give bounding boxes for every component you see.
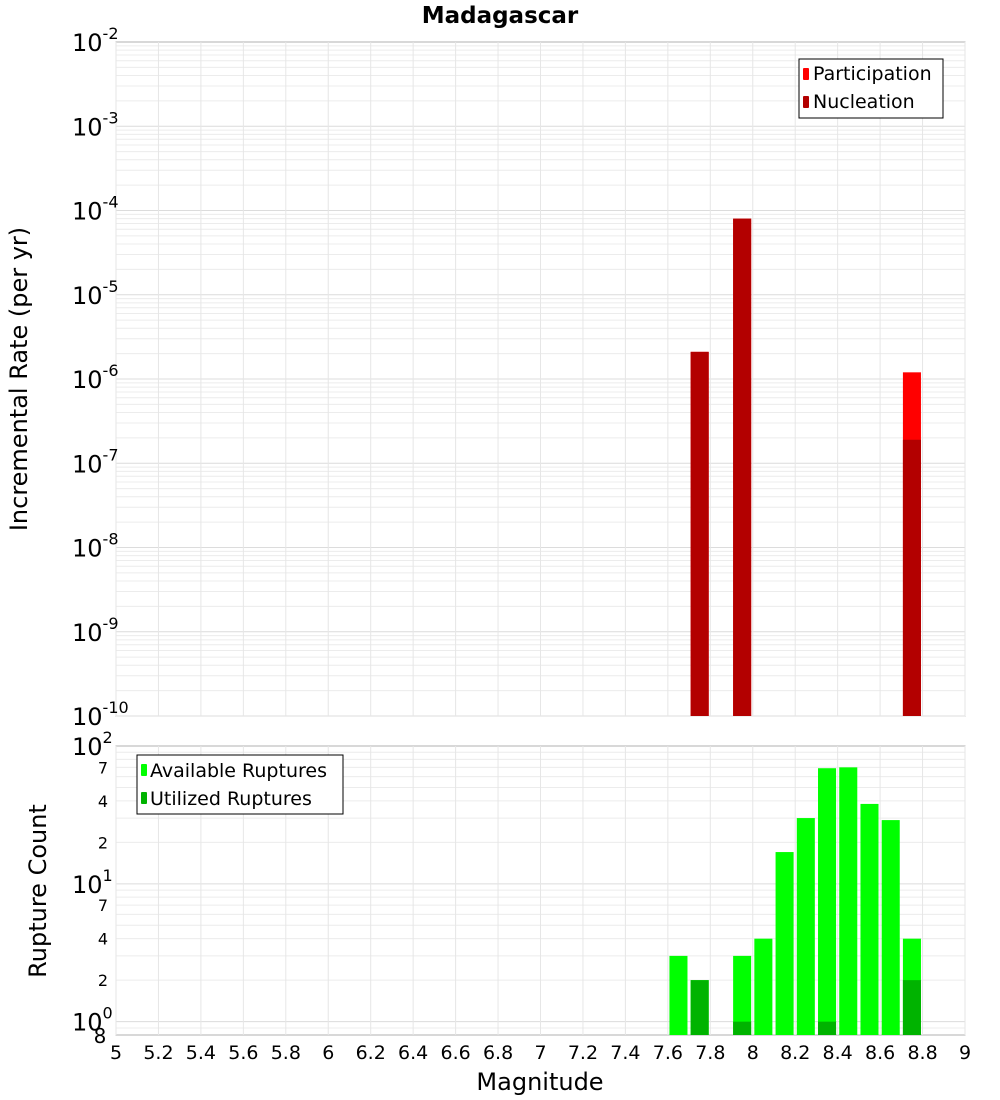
legend-label-participation: Participation (813, 63, 932, 85)
bottom-legend-box (136, 754, 344, 815)
x-tick-label: 7 (534, 1042, 546, 1064)
x-tick-label: 6 (322, 1042, 334, 1064)
bottom-y-minor-label: 7 (98, 758, 108, 777)
available-ruptures-bar (733, 955, 752, 1035)
legend-label-utilized: Utilized Ruptures (150, 788, 312, 810)
bottom-y-major-label: 101 (72, 866, 113, 899)
available-ruptures-bar (796, 818, 815, 1035)
top-y-tick-label: 10-2 (72, 24, 119, 57)
rupture-count-plot: 100 101 102 8 2 4 7 2 4 7 5 5.2 5.4 5.6 5.8 6 6.2 6.4 6.6… (24, 728, 971, 1096)
top-y-tick-label: 10-9 (72, 614, 119, 647)
bottom-y-minor-label: 8 (94, 1024, 107, 1048)
x-tick-label: 6.2 (356, 1042, 386, 1064)
x-tick-label: 7.8 (695, 1042, 725, 1064)
legend-label-nucleation: Nucleation (813, 91, 915, 113)
available-ruptures-bar (860, 803, 879, 1035)
bottom-y-minor-label: 2 (98, 971, 108, 990)
x-tick-label: 5.8 (271, 1042, 301, 1064)
available-ruptures-bar (839, 767, 858, 1035)
top-legend: Participation Nucleation (798, 58, 944, 119)
utilized-ruptures-bar (902, 980, 921, 1035)
bottom-y-minor-label: 7 (98, 896, 108, 915)
top-y-tick-label: 10-6 (72, 361, 119, 394)
top-y-axis-label: Incremental Rate (per yr) (5, 227, 33, 531)
x-tick-label: 7.2 (568, 1042, 598, 1064)
legend-swatch-nucleation (803, 96, 809, 108)
bottom-y-tick-labels: 100 101 102 8 2 4 7 2 4 7 (72, 728, 113, 1048)
bottom-legend: Available Ruptures Utilized Ruptures (136, 754, 344, 815)
utilized-ruptures-bar (818, 1021, 837, 1035)
top-bars (690, 218, 921, 716)
available-ruptures-bar (775, 852, 794, 1035)
x-tick-label: 5.2 (143, 1042, 173, 1064)
x-tick-labels: 5 5.2 5.4 5.6 5.8 6 6.2 6.4 6.6 6.8 7 7.2 7.4 7.6 7.8 8… (110, 1042, 971, 1064)
x-tick-label: 6.4 (398, 1042, 428, 1064)
x-tick-label: 8.4 (823, 1042, 853, 1064)
x-tick-label: 5.4 (186, 1042, 216, 1064)
nucleation-bar (902, 439, 921, 716)
x-tick-label: 6.6 (440, 1042, 470, 1064)
x-tick-label: 7.4 (610, 1042, 640, 1064)
x-tick-label: 5 (110, 1042, 122, 1064)
utilized-ruptures-bar (690, 980, 709, 1035)
nucleation-bar (733, 218, 752, 716)
x-axis-label: Magnitude (476, 1068, 603, 1096)
top-y-tick-label: 10-4 (72, 193, 119, 226)
top-y-tick-label: 10-5 (72, 277, 119, 310)
chart-title: Madagascar (422, 3, 579, 29)
bottom-y-minor-label: 4 (98, 792, 108, 811)
bottom-y-axis-label: Rupture Count (24, 804, 52, 978)
legend-swatch-available (141, 764, 147, 776)
available-ruptures-bar (881, 820, 900, 1035)
available-ruptures-bar (669, 955, 688, 1035)
available-ruptures-bar (818, 768, 837, 1035)
x-tick-label: 6.8 (483, 1042, 513, 1064)
top-legend-box (798, 58, 944, 119)
top-gridlines (115, 42, 966, 717)
bottom-y-major-label: 100 (72, 1004, 113, 1037)
x-tick-label: 8.2 (780, 1042, 810, 1064)
bottom-y-minor-label: 2 (98, 833, 108, 852)
x-tick-label: 7.6 (653, 1042, 683, 1064)
available-ruptures-bar (754, 938, 773, 1035)
nucleation-bar (690, 351, 709, 716)
participation-nucleation-plot: 10-10 10-9 10-8 10-7 10-6 10-5 10-4 10-3 10-2 In… (5, 24, 966, 731)
top-y-tick-label: 10-8 (72, 530, 119, 563)
top-y-tick-label: 10-3 (72, 108, 119, 141)
x-tick-label: 8.6 (865, 1042, 895, 1064)
bottom-y-minor-label: 4 (98, 930, 108, 949)
x-tick-label: 8 (747, 1042, 759, 1064)
bottom-y-major-label: 102 (72, 728, 113, 761)
x-tick-label: 8.8 (907, 1042, 937, 1064)
top-y-tick-label: 10-10 (72, 698, 129, 731)
x-tick-label: 9 (959, 1042, 971, 1064)
utilized-ruptures-bar (733, 1021, 752, 1035)
legend-swatch-utilized (141, 792, 147, 804)
legend-label-available: Available Ruptures (150, 760, 327, 782)
x-tick-label: 5.6 (228, 1042, 258, 1064)
legend-swatch-participation (803, 68, 809, 80)
top-y-tick-label: 10-7 (72, 445, 119, 478)
bottom-bars (669, 767, 921, 1035)
